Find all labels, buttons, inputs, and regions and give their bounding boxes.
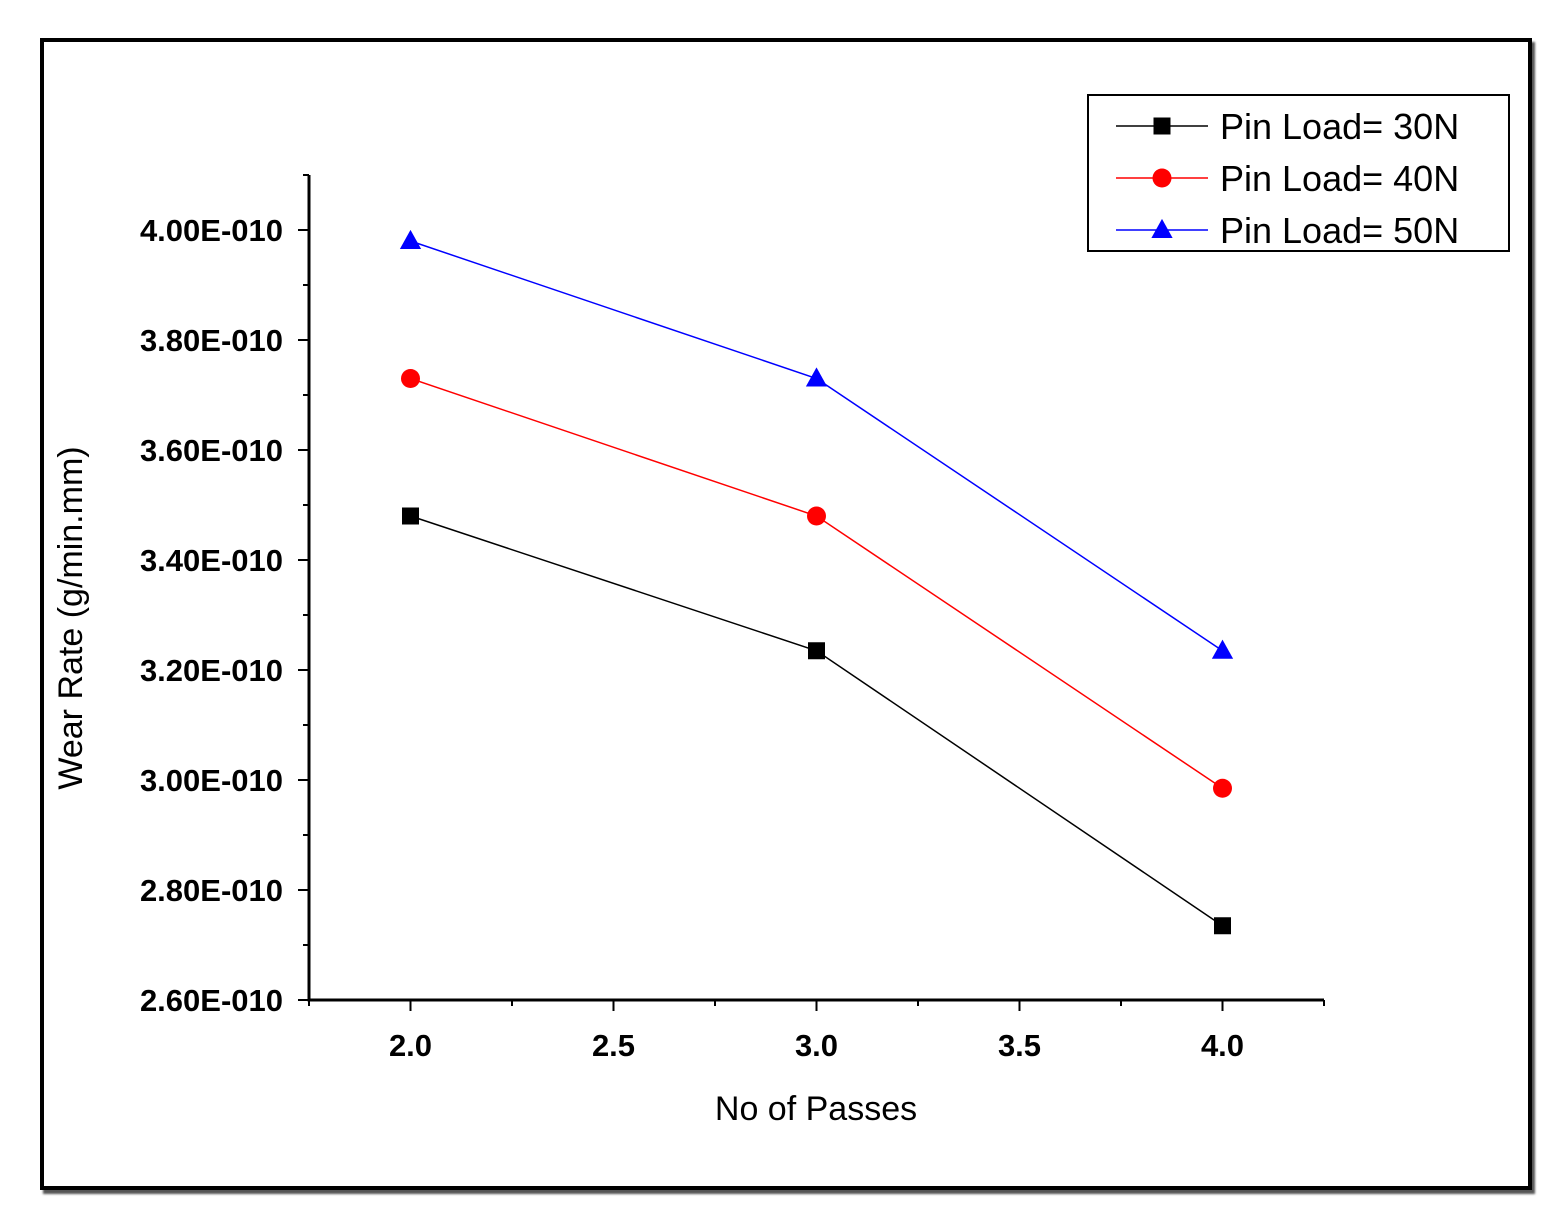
y-tick-label: 3.20E-010	[140, 653, 283, 688]
x-tick-label: 2.0	[389, 1028, 432, 1063]
series-line	[410, 515, 1223, 927]
legend-label: Pin Load= 40N	[1220, 158, 1459, 199]
data-point-triangle	[399, 229, 422, 250]
data-point-triangle	[1211, 639, 1234, 659]
legend-label: Pin Load= 50N	[1220, 210, 1459, 251]
legend-label: Pin Load= 30N	[1220, 106, 1459, 147]
data-point-circle	[807, 506, 826, 526]
data-point-square	[402, 507, 419, 525]
x-tick-label: 3.0	[795, 1028, 838, 1063]
y-tick-label: 3.00E-010	[140, 763, 283, 798]
series-line	[410, 240, 1223, 652]
legend: Pin Load= 30N Pin Load= 40N Pin Load= 50N	[1087, 94, 1510, 252]
y-tick-label: 3.80E-010	[140, 323, 283, 358]
data-point-circle	[1213, 778, 1232, 798]
y-tick-label: 2.60E-010	[140, 983, 283, 1018]
series-lines	[410, 240, 1223, 927]
data-point-triangle	[805, 367, 828, 387]
x-tick-label: 2.5	[592, 1028, 635, 1063]
data-point-square	[1214, 917, 1231, 935]
y-tick-label: 3.60E-010	[140, 433, 283, 468]
x-tick-label: 3.5	[998, 1028, 1041, 1063]
y-axis-title: Wear Rate (g/min.mm)	[52, 446, 90, 789]
legend-marker	[1152, 168, 1172, 188]
y-tick-label: 2.80E-010	[140, 873, 283, 908]
y-tick-label: 3.40E-010	[140, 543, 283, 578]
series-markers	[399, 229, 1234, 935]
legend-marker	[1151, 218, 1173, 239]
data-point-square	[808, 642, 825, 660]
y-tick-label: 4.00E-010	[140, 213, 283, 248]
x-tick-label: 4.0	[1201, 1028, 1244, 1063]
axes: 2.60E-010 2.80E-010 3.00E-010 3.20E-010 3.40…	[140, 174, 1325, 1063]
x-axis-title: No of Passes	[715, 1090, 917, 1128]
data-point-circle	[401, 369, 420, 388]
series-line	[410, 377, 1223, 789]
legend-marker	[1153, 117, 1171, 135]
